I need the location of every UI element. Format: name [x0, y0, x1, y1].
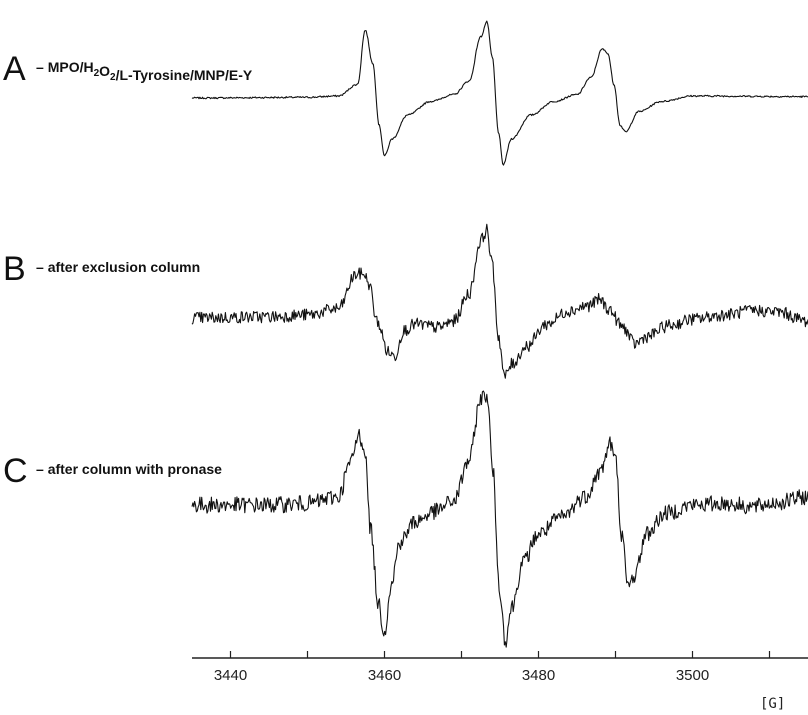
- x-unit-label: [G]: [760, 696, 785, 712]
- spectrum-traces: [191, 20, 808, 648]
- panel-letter-a: A: [3, 50, 26, 88]
- spectrum-trace-c: [191, 390, 808, 648]
- x-tick-label: 3500: [676, 667, 709, 684]
- x-tick-label: 3480: [522, 667, 555, 684]
- x-tick-label: 3460: [368, 667, 401, 684]
- panel-description-c: – after column with pronase: [36, 461, 222, 477]
- panel-letter-c: C: [3, 452, 28, 490]
- panel-description-a: – MPO/H2O2/L-Tyrosine/MNP/E-Y: [36, 59, 253, 83]
- panel-letter-b: B: [3, 250, 26, 288]
- panel-labels: A – MPO/H2O2/L-Tyrosine/MNP/E-Y B – after e…: [3, 50, 253, 490]
- x-axis: 3440 3460 3480 3500 [G]: [192, 651, 808, 712]
- spectrum-trace-a: [191, 20, 808, 166]
- spectrum-trace-b: [191, 223, 808, 379]
- panel-description-b: – after exclusion column: [36, 259, 200, 275]
- x-tick-label: 3440: [214, 667, 247, 684]
